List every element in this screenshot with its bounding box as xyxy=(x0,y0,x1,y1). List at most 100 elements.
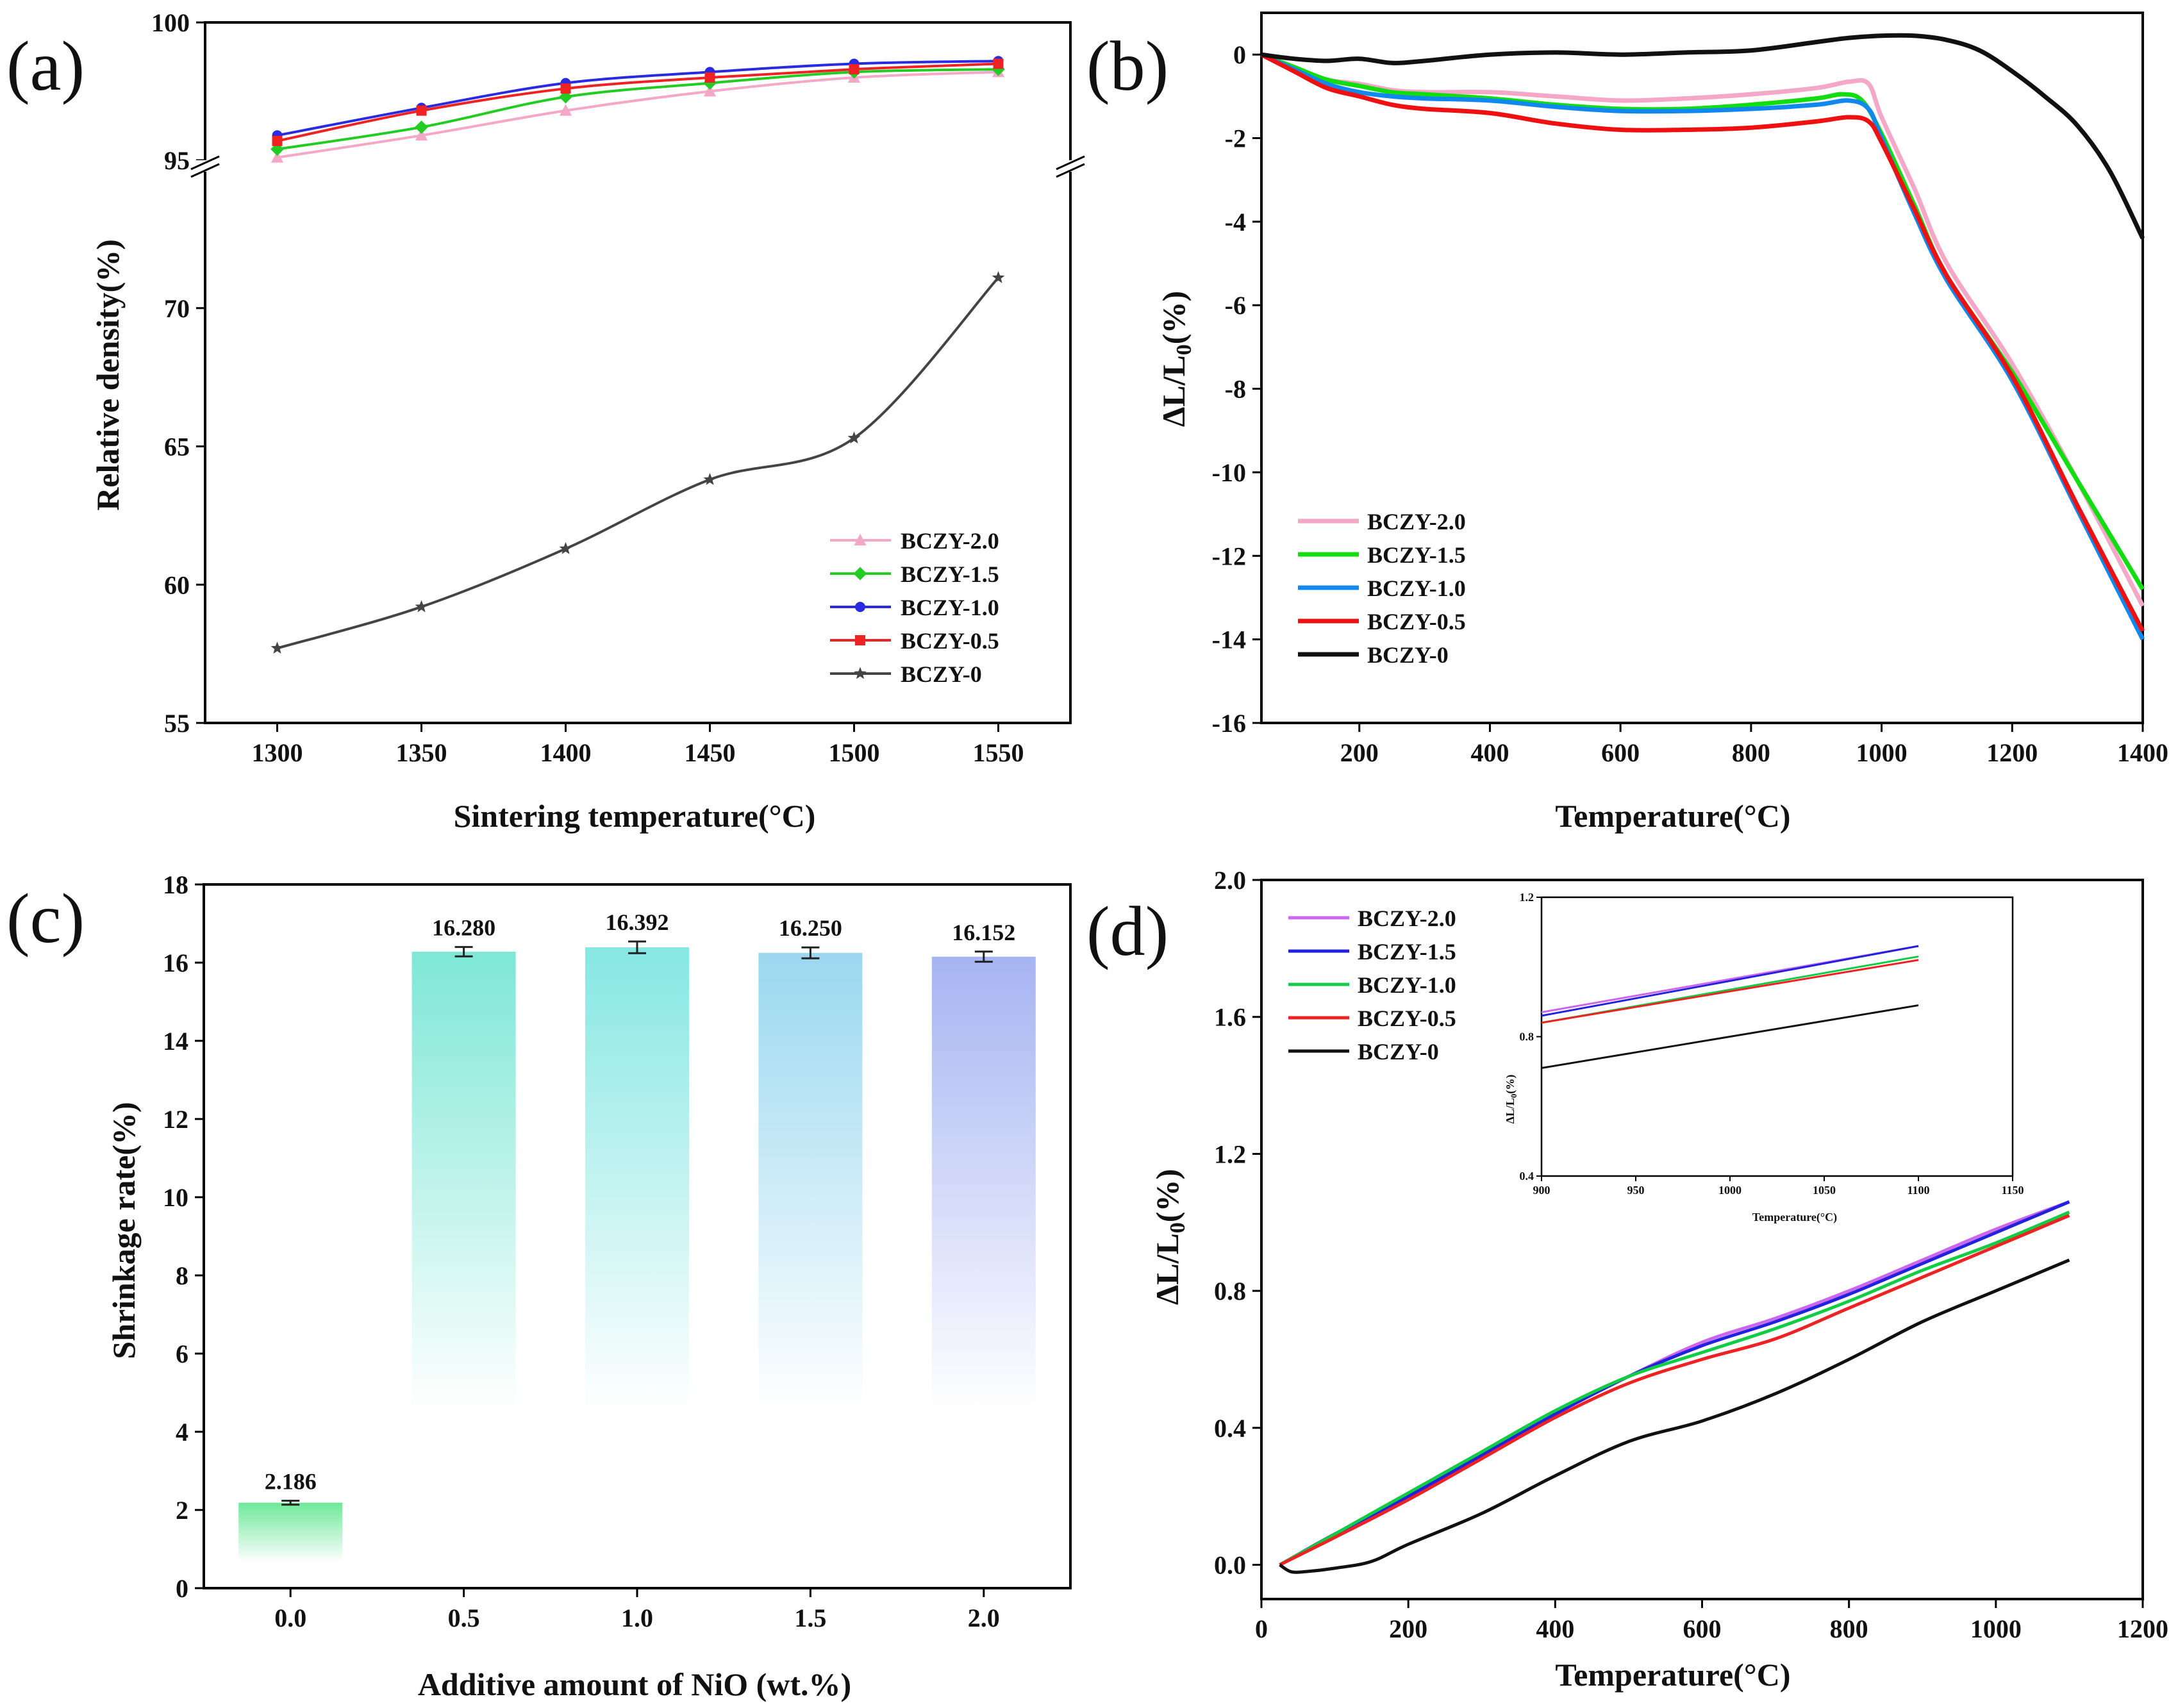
panel-d-xlabel: Temperature(°C) xyxy=(1555,1657,1790,1693)
d-legend-label-0: BCZY-2.0 xyxy=(1358,906,1456,931)
inset-xtick-label-3: 1050 xyxy=(1813,1184,1836,1197)
a-ytick-label-0: 55 xyxy=(164,709,190,738)
panel-c-xlabel: Additive amount of NiO (wt.%) xyxy=(418,1666,851,1702)
d-xtick-label-2: 400 xyxy=(1536,1614,1574,1643)
c-ytick-label-7: 14 xyxy=(163,1027,188,1056)
d-xtick-label-0: 0 xyxy=(1255,1614,1268,1643)
a-series-0-point-3 xyxy=(703,85,717,97)
b-legend-label-0: BCZY-2.0 xyxy=(1367,509,1466,535)
a-legend-marker-1 xyxy=(853,567,867,581)
a-series-0-point-2 xyxy=(559,104,572,116)
b-ytick-label-3: -10 xyxy=(1212,458,1246,487)
c-bar-2 xyxy=(585,947,689,1413)
b-xtick-label-6: 1400 xyxy=(2117,738,2168,767)
c-bar-1 xyxy=(411,951,516,1413)
a-legend-marker-2 xyxy=(855,602,865,612)
c-ytick-label-6: 12 xyxy=(163,1105,188,1134)
panel-label-d: (d) xyxy=(1086,892,1168,970)
a-ytick-label-5: 100 xyxy=(151,8,190,37)
a-series-3-point-3 xyxy=(704,72,715,83)
a-xtick-label-5: 1550 xyxy=(973,738,1024,767)
a-series-4-point-3 xyxy=(703,472,717,485)
b-legend-label-3: BCZY-0.5 xyxy=(1367,609,1466,634)
d-xtick-label-3: 600 xyxy=(1683,1614,1722,1643)
a-xtick-label-4: 1500 xyxy=(829,738,880,767)
inset-series-line-4 xyxy=(1541,1004,1919,1069)
d-legend-label-2: BCZY-1.0 xyxy=(1358,972,1456,998)
a-ytick-label-1: 60 xyxy=(164,570,190,599)
c-bar-3 xyxy=(758,952,863,1413)
a-series-0-point-0 xyxy=(270,151,284,163)
a-series-1-point-1 xyxy=(415,120,428,134)
c-bar-0 xyxy=(238,1502,343,1563)
a-series-4-point-4 xyxy=(847,431,861,444)
c-value-label-3: 16.250 xyxy=(779,915,842,941)
d-legend-label-4: BCZY-0 xyxy=(1358,1039,1439,1065)
a-xtick-label-2: 1400 xyxy=(540,738,592,767)
d-legend-label-1: BCZY-1.5 xyxy=(1358,939,1456,965)
b-xtick-label-1: 400 xyxy=(1470,738,1509,767)
d-series-line-4 xyxy=(1279,1258,2070,1574)
inset-ylabel-sub: 0 xyxy=(1509,1094,1518,1099)
panel-d-ylabel-main: ΔL/L xyxy=(1149,1233,1185,1305)
panel-a-xlabel: Sintering temperature(°C) xyxy=(454,798,816,834)
c-xtick-label-0: 0.0 xyxy=(274,1604,306,1632)
a-series-4-point-5 xyxy=(992,270,1005,283)
a-series-4-point-1 xyxy=(415,600,428,613)
d-series-line-0 xyxy=(1279,1200,2070,1566)
panel-b-ylabel: ΔL/L0(%) xyxy=(1156,291,1196,427)
c-ytick-label-0: 0 xyxy=(176,1574,188,1603)
panel-label-c: (c) xyxy=(6,879,85,958)
b-legend-label-1: BCZY-1.5 xyxy=(1367,542,1466,568)
a-legend-label-0: BCZY-2.0 xyxy=(901,528,999,554)
a-ytick-label-4: 95 xyxy=(164,146,190,175)
inset-xtick-label-4: 1100 xyxy=(1907,1184,1929,1197)
a-legend-marker-0 xyxy=(854,533,867,545)
d-ytick-label-0: 0.0 xyxy=(1214,1551,1246,1580)
b-ytick-label-6: -4 xyxy=(1225,208,1246,236)
c-xtick-label-1: 0.5 xyxy=(448,1604,480,1632)
inset-xtick-label-5: 1150 xyxy=(2001,1184,2024,1197)
c-ytick-label-5: 10 xyxy=(163,1183,188,1212)
c-ytick-label-2: 4 xyxy=(176,1418,188,1447)
c-ytick-label-9: 18 xyxy=(163,870,188,899)
a-series-1-point-0 xyxy=(270,142,284,156)
inset-axes-frame xyxy=(1540,896,2014,1177)
d-xtick-label-4: 800 xyxy=(1830,1614,1868,1643)
panel-b-xlabel: Temperature(°C) xyxy=(1555,798,1790,834)
panel-b-ylabel-sub: 0 xyxy=(1172,344,1196,355)
a-xtick-label-0: 1300 xyxy=(252,738,303,767)
inset-ylabel: ΔL/L0(%) xyxy=(1504,1075,1518,1124)
a-series-line-1 xyxy=(277,68,999,151)
c-value-label-0: 2.186 xyxy=(265,1469,317,1495)
d-series-line-2 xyxy=(1279,1210,2070,1566)
d-ytick-label-3: 1.2 xyxy=(1214,1140,1246,1168)
c-value-label-4: 16.152 xyxy=(952,920,1015,945)
c-value-label-2: 16.392 xyxy=(606,909,669,935)
inset-ylabel-tail: (%) xyxy=(1504,1075,1517,1094)
a-ytick-label-3: 70 xyxy=(164,294,190,323)
a-ytick-label-2: 65 xyxy=(164,433,190,461)
a-axes-frame xyxy=(204,21,1072,724)
a-break-mark-top-0 xyxy=(190,155,220,170)
d-ytick-label-5: 2.0 xyxy=(1214,866,1246,895)
b-xtick-label-5: 1200 xyxy=(1986,738,2038,767)
b-legend-label-4: BCZY-0 xyxy=(1367,642,1449,668)
a-xtick-label-1: 1350 xyxy=(396,738,447,767)
a-series-line-3 xyxy=(277,62,999,142)
b-xtick-label-0: 200 xyxy=(1340,738,1379,767)
inset-series-line-1 xyxy=(1541,945,1919,1017)
a-break-mark-bottom-1 xyxy=(1056,163,1085,178)
b-xtick-label-2: 600 xyxy=(1601,738,1640,767)
a-series-0-point-1 xyxy=(415,128,428,141)
b-xtick-label-3: 800 xyxy=(1732,738,1770,767)
panel-b-ylabel-main: ΔL/L xyxy=(1156,355,1192,427)
a-series-line-2 xyxy=(277,60,999,137)
c-xtick-label-4: 2.0 xyxy=(968,1604,1000,1632)
b-axes-frame xyxy=(1260,12,2144,724)
a-break-gap-1 xyxy=(1056,160,1085,172)
panel-label-a: (a) xyxy=(6,27,85,105)
d-ytick-label-1: 0.4 xyxy=(1214,1414,1246,1443)
inset-ytick-label-0: 0.4 xyxy=(1520,1170,1534,1182)
